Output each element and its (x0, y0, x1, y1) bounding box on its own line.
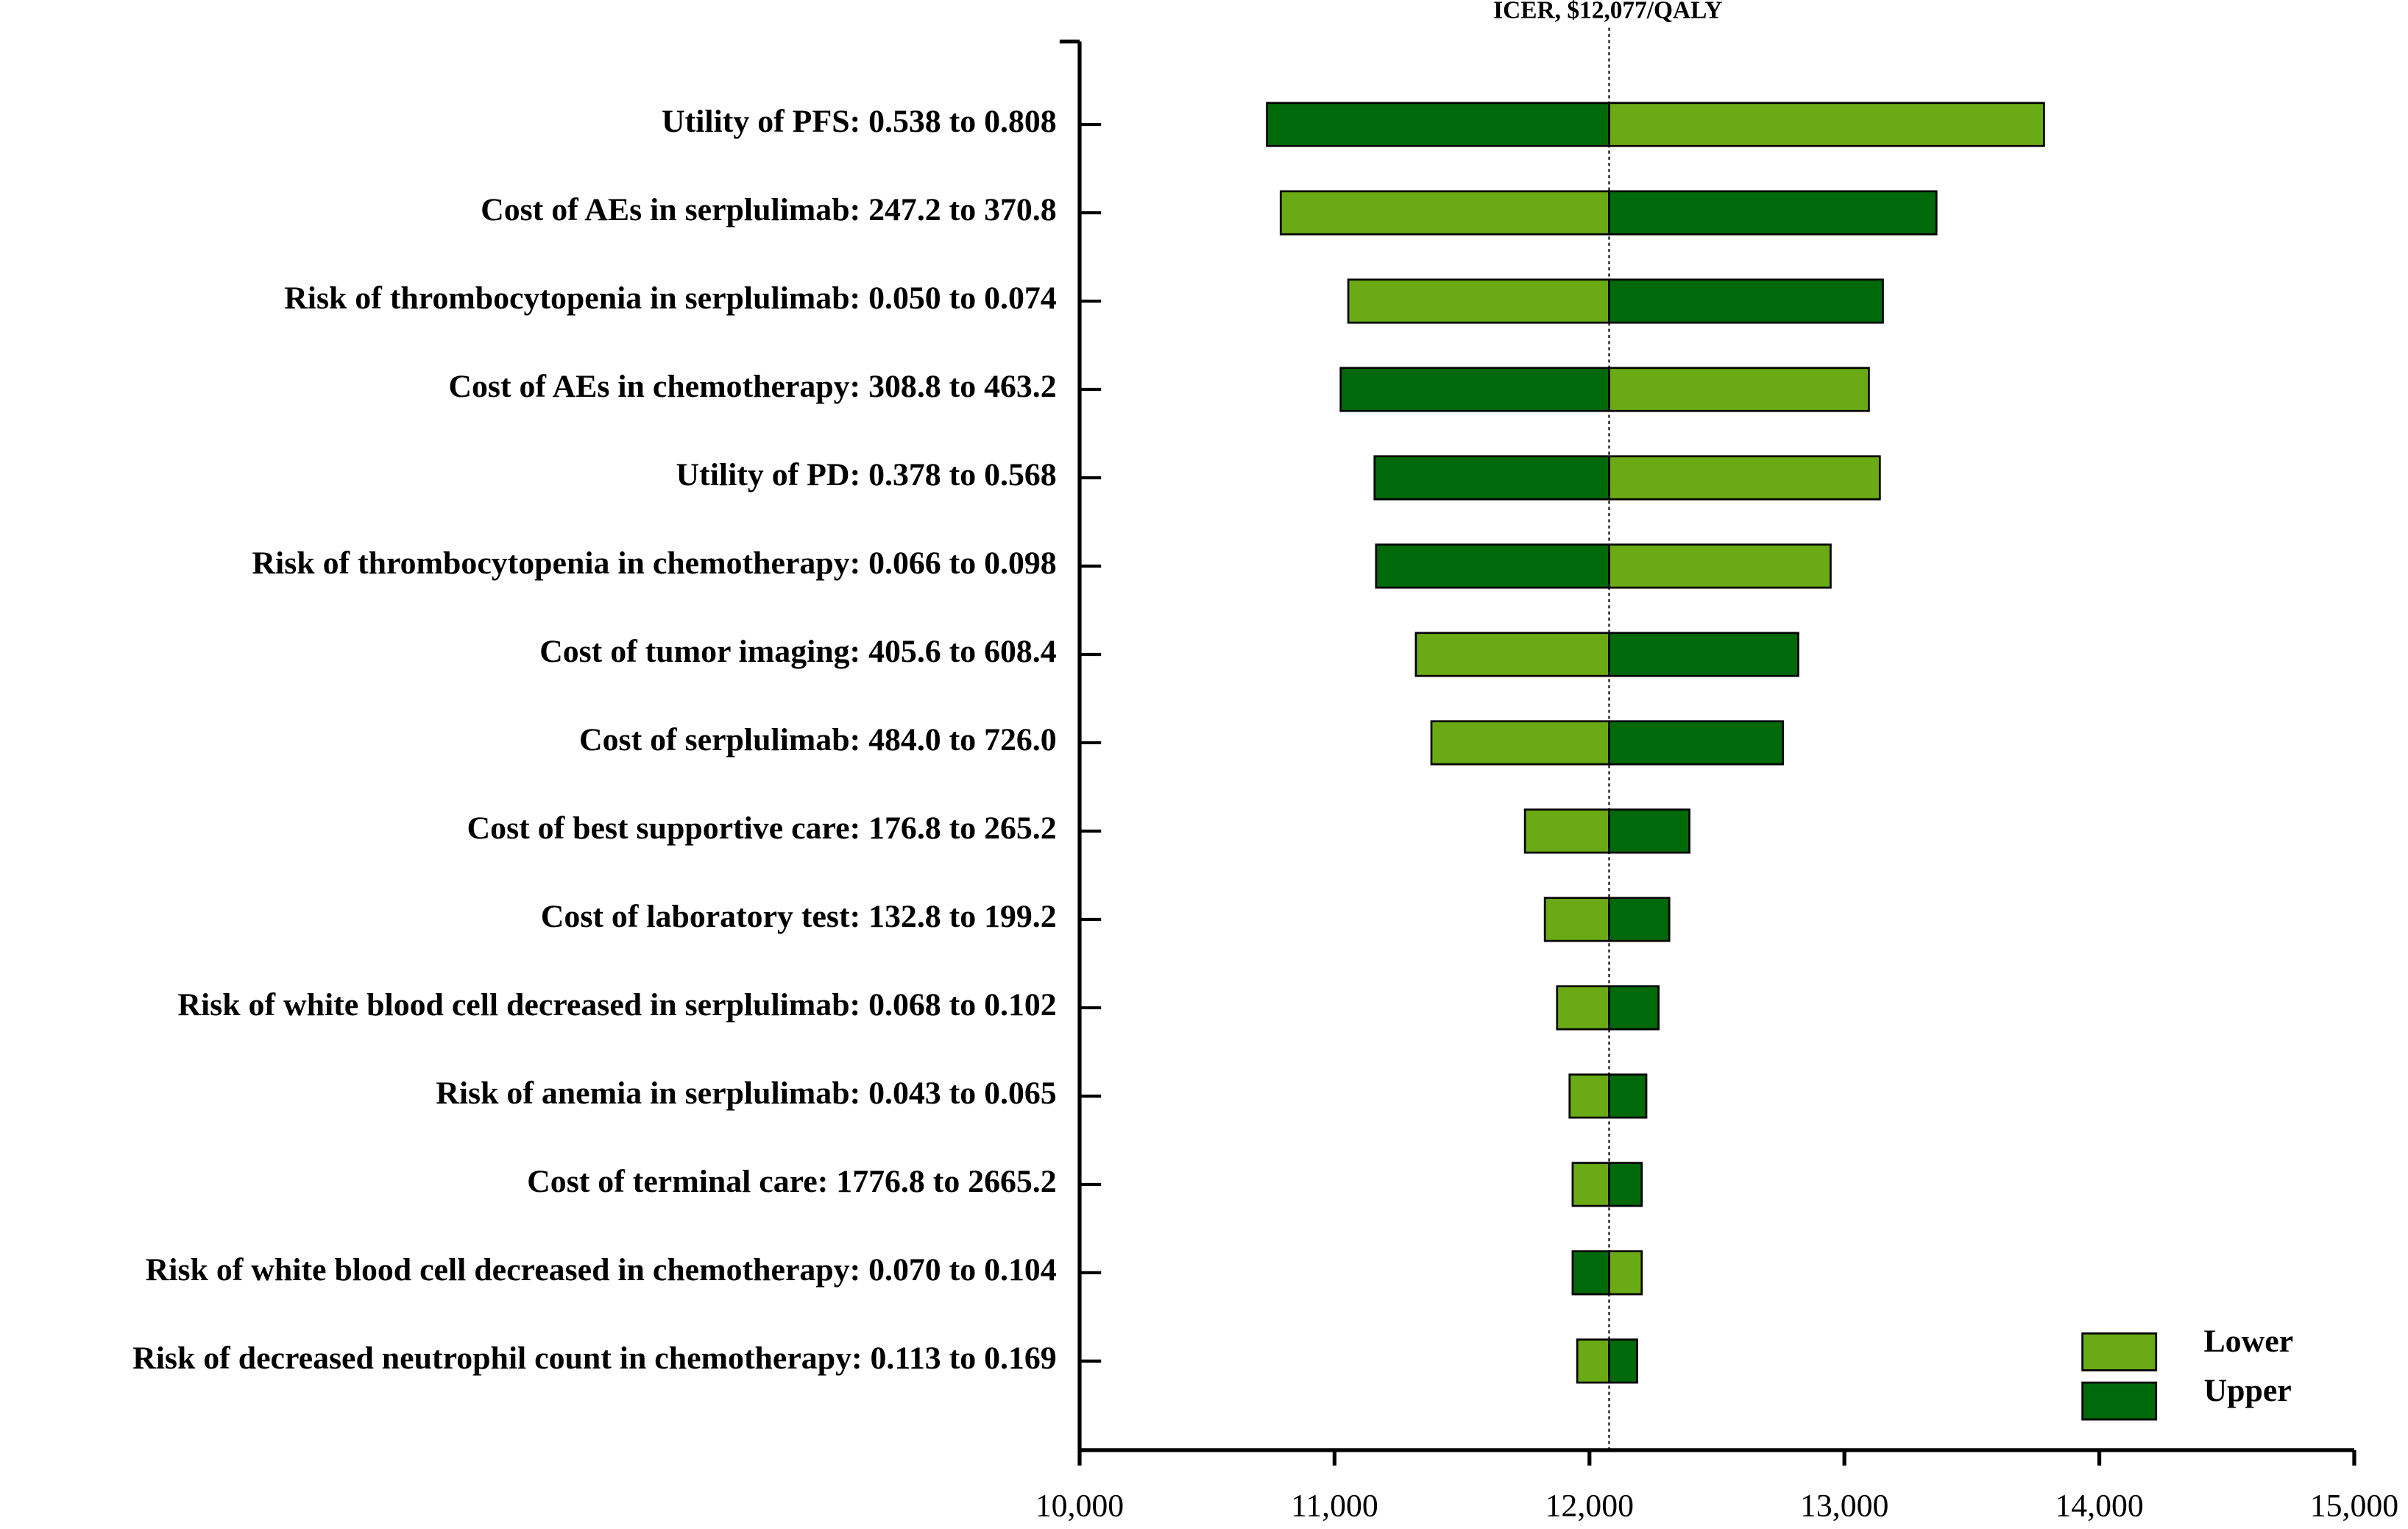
category-label: Utility of PFS: 0.538 to 0.808 (662, 104, 1057, 139)
legend-swatch (2081, 1381, 2158, 1421)
category-label: Cost of tumor imaging: 405.6 to 608.4 (539, 634, 1057, 669)
bar (1523, 808, 1610, 854)
category-label: Risk of thrombocytopenia in serplulimab:… (284, 280, 1057, 316)
category-label: Risk of white blood cell decreased in se… (177, 987, 1056, 1023)
category-label: Risk of white blood cell decreased in ch… (146, 1252, 1057, 1288)
category-label: Cost of AEs in serplulimab: 247.2 to 370… (481, 192, 1057, 227)
bar (1608, 808, 1690, 854)
bar (1347, 278, 1610, 324)
bar (1608, 1338, 1638, 1384)
category-label: Risk of decreased neutrophil count in ch… (132, 1341, 1057, 1376)
bar (1339, 367, 1610, 412)
category-label: Cost of laboratory test: 132.8 to 199.2 (541, 899, 1057, 934)
bar (1608, 543, 1832, 589)
x-tick-label: 10,000 (1035, 1488, 1124, 1523)
legend-swatch (2081, 1332, 2158, 1371)
x-tick-label: 13,000 (1800, 1488, 1888, 1523)
bar (1279, 190, 1610, 236)
bar (1608, 632, 1799, 677)
bar (1608, 1073, 1648, 1119)
bar (1373, 455, 1610, 501)
bar (1608, 367, 1870, 412)
bar (1608, 985, 1660, 1031)
x-tick-label: 11,000 (1291, 1488, 1378, 1523)
x-tick-label: 12,000 (1545, 1488, 1634, 1523)
category-label: Risk of thrombocytopenia in chemotherapy… (252, 545, 1056, 581)
bar (1568, 1073, 1610, 1119)
bar (1608, 455, 1881, 501)
x-tick-label: 15,000 (2310, 1488, 2398, 1523)
bar (1266, 102, 1610, 147)
bar (1608, 897, 1671, 942)
bar (1556, 985, 1610, 1031)
category-label: Risk of anemia in serplulimab: 0.043 to … (436, 1076, 1056, 1111)
category-label: Cost of terminal care: 1776.8 to 2665.2 (527, 1164, 1057, 1199)
category-label: Cost of serplulimab: 484.0 to 726.0 (579, 722, 1057, 758)
bar (1608, 190, 1938, 236)
bar (1608, 720, 1785, 766)
bar (1608, 102, 2045, 147)
bar (1576, 1338, 1610, 1384)
x-tick-label: 14,000 (2055, 1488, 2143, 1523)
bar (1608, 1162, 1643, 1207)
legend-label: Upper (2203, 1373, 2291, 1408)
bar (1571, 1250, 1610, 1296)
legend-label: Lower (2203, 1324, 2293, 1359)
bar (1571, 1162, 1610, 1207)
bar (1543, 897, 1610, 942)
bar (1414, 632, 1610, 677)
bar (1608, 1250, 1643, 1296)
baseline-annotation: ICER, $12,077/QALY (1493, 0, 1722, 24)
category-label: Utility of PD: 0.378 to 0.568 (676, 457, 1057, 492)
bar (1608, 278, 1884, 324)
category-label: Cost of AEs in chemotherapy: 308.8 to 46… (448, 369, 1056, 404)
bar (1430, 720, 1610, 766)
bar (1375, 543, 1610, 589)
category-label: Cost of best supportive care: 176.8 to 2… (467, 811, 1057, 846)
